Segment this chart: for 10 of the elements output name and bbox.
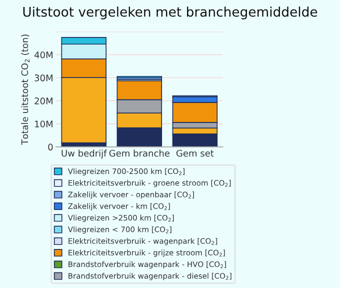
chart-title: Uitstoot vergeleken met branchegemiddelde: [23, 6, 318, 20]
y-tick-label: 0: [48, 144, 53, 150]
x-tick-label: Gem set: [176, 150, 214, 157]
y-tick-label: 20M: [34, 98, 52, 104]
y-tick-label: 40M: [34, 51, 52, 58]
y-axis-title: Totale uitstoot CO$_{2}$ (ton): [21, 34, 30, 145]
x-tick-label: Gem branche: [109, 150, 170, 157]
x-tick-label: Uw bedrijf: [62, 150, 107, 158]
y-tick-label: 30M: [34, 74, 52, 82]
y-tick-label: 10M: [35, 120, 52, 128]
